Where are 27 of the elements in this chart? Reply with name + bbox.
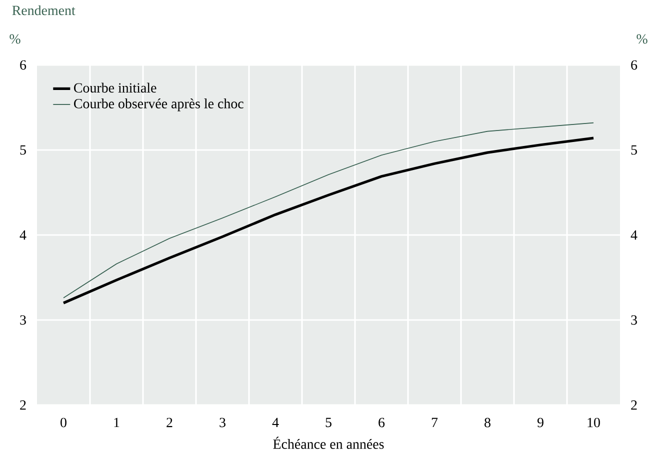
legend-label: Courbe initiale <box>74 82 156 93</box>
y2-tick-label: 2 <box>631 400 637 410</box>
x-tick-label: 2 <box>166 418 172 428</box>
x-tick-label: 0 <box>60 418 66 428</box>
chart-title: Rendement <box>12 5 76 16</box>
y2-axis-title: % <box>636 34 648 44</box>
y2-tick-label: 3 <box>631 315 637 325</box>
y2-tick-label: 6 <box>631 60 638 70</box>
y-tick-label: 2 <box>20 400 26 410</box>
x-tick-label: 9 <box>537 418 544 428</box>
y2-tick-label: 4 <box>630 230 638 240</box>
y-axis-title: % <box>10 34 20 44</box>
x-tick-label: 3 <box>220 418 226 428</box>
legend-label: Courbe observée après le choc <box>74 98 244 112</box>
x-tick-label: 7 <box>432 418 438 427</box>
y-tick-label: 6 <box>20 60 26 70</box>
y-tick-label: 4 <box>20 230 26 240</box>
x-tick-label: 6 <box>378 418 385 428</box>
x-tick-label: 5 <box>326 418 332 428</box>
x-tick-label: 10 <box>588 418 600 428</box>
y-tick-label: 3 <box>20 315 26 325</box>
y-tick-label: 5 <box>20 145 26 155</box>
x-tick-label: 4 <box>272 418 279 428</box>
y2-tick-label: 5 <box>631 145 637 155</box>
x-tick-label: 8 <box>484 418 490 428</box>
x-tick-label: 1 <box>114 418 120 428</box>
x-axis-title: Échéance en années <box>273 436 384 449</box>
